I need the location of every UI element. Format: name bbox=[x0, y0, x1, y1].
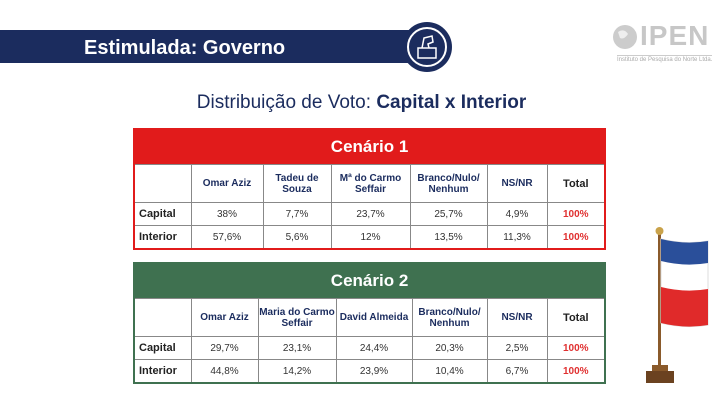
table-title: Cenário 1 bbox=[134, 129, 606, 165]
cell: 25,7% bbox=[409, 202, 488, 226]
column-header: Omar Aziz bbox=[190, 298, 259, 337]
cell: 6,7% bbox=[486, 359, 548, 384]
table-title: Cenário 2 bbox=[134, 263, 606, 299]
row-label: Capital bbox=[133, 202, 192, 226]
row-label: Capital bbox=[133, 336, 192, 360]
table-row: Interior 57,6% 5,6% 12% 13,5% 11,3% 100% bbox=[133, 225, 606, 250]
cell: 100% bbox=[546, 336, 606, 360]
scenario-1-table: Cenário 1 Omar Aziz Tadeu de Souza Mª do… bbox=[133, 128, 607, 250]
cell: 57,6% bbox=[190, 225, 264, 250]
cell: 13,5% bbox=[409, 225, 488, 250]
cell: 10,4% bbox=[411, 359, 488, 384]
column-header: Maria do Carmo Seffair bbox=[257, 298, 337, 337]
column-header: Tadeu de Souza bbox=[262, 164, 332, 203]
cell: 100% bbox=[546, 202, 606, 226]
cell: 14,2% bbox=[257, 359, 337, 384]
amazonas-flag-icon bbox=[630, 225, 715, 395]
column-header: Mª do Carmo Seffair bbox=[330, 164, 411, 203]
column-header: Branco/Nulo/ Nenhum bbox=[409, 164, 488, 203]
column-header: Omar Aziz bbox=[190, 164, 264, 203]
cell: 38% bbox=[190, 202, 264, 226]
title-banner bbox=[0, 30, 440, 63]
column-header: NS/NR bbox=[486, 298, 548, 337]
scenario-2-table: Cenário 2 Omar Aziz Maria do Carmo Seffa… bbox=[133, 262, 607, 384]
cell: 4,9% bbox=[486, 202, 548, 226]
logo-tagline: Instituto de Pesquisa do Norte Ltda. bbox=[617, 55, 713, 63]
column-header: Branco/Nulo/ Nenhum bbox=[411, 298, 488, 337]
table-row: Interior 44,8% 14,2% 23,9% 10,4% 6,7% 100% bbox=[133, 359, 606, 384]
cell: 2,5% bbox=[486, 336, 548, 360]
subtitle-bold: Capital x Interior bbox=[376, 92, 527, 113]
cell: 11,3% bbox=[486, 225, 548, 250]
ipen-logo: IPEN bbox=[640, 20, 710, 51]
cell: 23,1% bbox=[257, 336, 337, 360]
column-header: NS/NR bbox=[486, 164, 548, 203]
column-header: Total bbox=[546, 298, 606, 337]
row-label: Interior bbox=[133, 359, 192, 384]
cell: 7,7% bbox=[262, 202, 332, 226]
cell: 100% bbox=[546, 225, 606, 250]
column-header: David Almeida bbox=[335, 298, 413, 337]
cell: 44,8% bbox=[190, 359, 259, 384]
table-row: Capital 29,7% 23,1% 24,4% 20,3% 2,5% 100% bbox=[133, 336, 606, 360]
cell: 5,6% bbox=[262, 225, 332, 250]
cell: 20,3% bbox=[411, 336, 488, 360]
cell: 23,7% bbox=[330, 202, 411, 226]
ballot-box-icon bbox=[402, 22, 452, 72]
subtitle: Distribuição de Voto: Capital x Interior bbox=[0, 92, 723, 114]
corner-cell bbox=[133, 298, 192, 337]
corner-cell bbox=[133, 164, 192, 203]
cell: 29,7% bbox=[190, 336, 259, 360]
globe-logo-icon bbox=[610, 22, 710, 70]
slide-title: Estimulada: Governo bbox=[84, 37, 286, 59]
column-header: Total bbox=[546, 164, 606, 203]
table-row: Capital 38% 7,7% 23,7% 25,7% 4,9% 100% bbox=[133, 202, 606, 226]
cell: 12% bbox=[330, 225, 411, 250]
subtitle-prefix: Distribuição de Voto: bbox=[196, 92, 377, 113]
row-label: Interior bbox=[133, 225, 192, 250]
cell: 100% bbox=[546, 359, 606, 384]
cell: 23,9% bbox=[335, 359, 413, 384]
cell: 24,4% bbox=[335, 336, 413, 360]
